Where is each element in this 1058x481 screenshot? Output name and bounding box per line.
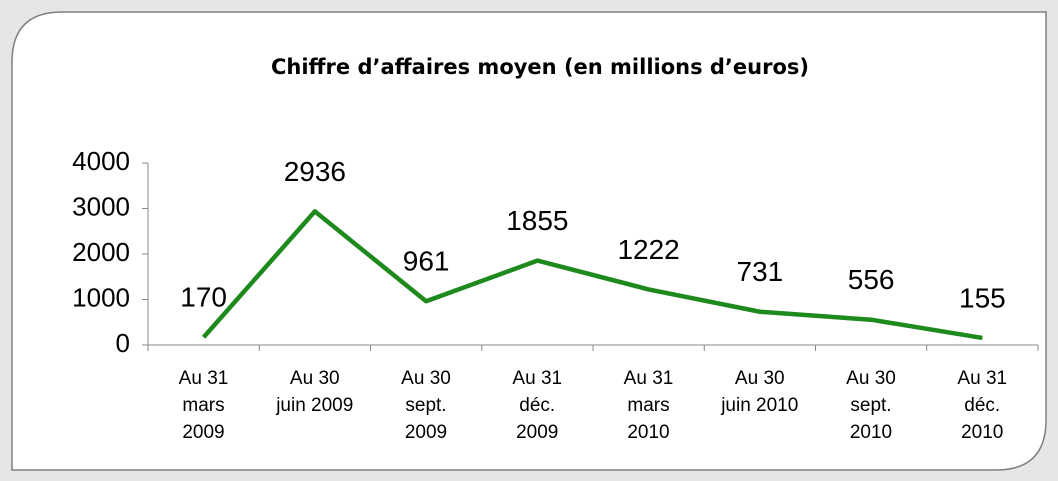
y-tick-label: 3000 (72, 191, 130, 221)
line (201, 209, 983, 341)
data-label: 1855 (506, 205, 568, 236)
data-label: 731 (737, 256, 784, 287)
data-label: 961 (403, 246, 450, 277)
data-label: 2936 (284, 156, 346, 187)
x-tick-label: Au 30 juin 2010 (721, 368, 799, 416)
data-label: 155 (959, 282, 1006, 313)
x-tick-label: Au 31 mars 2010 (623, 368, 674, 443)
y-tick-label: 0 (116, 328, 130, 358)
x-tick-label: Au 30 juin 2009 (276, 368, 354, 416)
y-tick-label: 4000 (72, 146, 130, 176)
chart-frame (11, 11, 1047, 471)
data-label: 1222 (617, 234, 679, 265)
x-tick-label: Au 30 sept. 2009 (401, 368, 451, 443)
x-tick-label: Au 31 déc. 2009 (512, 368, 563, 443)
x-tick-label: Au 31 mars 2009 (178, 368, 229, 443)
x-tick-label: Au 30 sept. 2010 (846, 368, 896, 443)
data-label: 170 (180, 282, 227, 313)
chart-title: Chiffre d’affaires moyen (en millions d’… (271, 55, 809, 79)
y-tick-label: 1000 (72, 282, 130, 312)
y-tick-label: 2000 (72, 237, 130, 267)
data-label: 556 (848, 264, 895, 295)
x-tick-label: Au 31 déc. 2010 (957, 368, 1008, 443)
